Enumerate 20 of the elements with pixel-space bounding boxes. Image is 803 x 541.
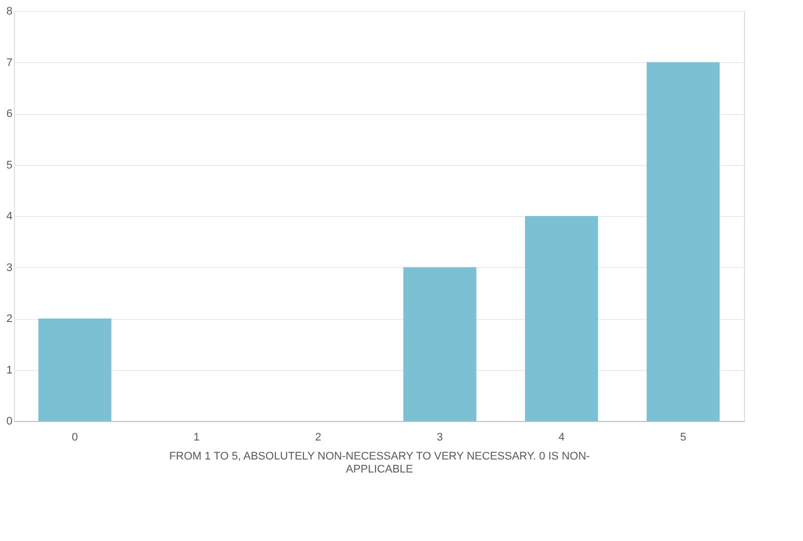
y-tick-label: 8	[6, 6, 12, 18]
x-tick-label: 0	[72, 432, 78, 444]
y-tick-label: 3	[6, 262, 12, 274]
y-tick-label: 1	[6, 364, 12, 376]
bar	[525, 216, 598, 421]
x-tick-label: 5	[680, 432, 686, 444]
y-tick-label: 2	[6, 313, 12, 325]
x-tick-label: 2	[315, 432, 322, 444]
y-tick-label: 6	[6, 108, 12, 120]
x-tick-label: 3	[436, 432, 443, 444]
y-tick-label: 0	[6, 416, 12, 428]
bar	[646, 62, 720, 421]
y-tick-label: 4	[6, 210, 12, 222]
y-tick-label: 5	[6, 159, 12, 172]
x-tick-label: 4	[558, 432, 565, 444]
x-tick-label: 1	[193, 432, 200, 444]
x-axis-title: FROM 1 TO 5, ABSOLUTELY NON-NECESSARY TO VERY NECESSARY. 0 IS NON-APPLICABLE	[169, 450, 590, 476]
bar	[403, 267, 476, 421]
bar	[38, 318, 112, 421]
y-tick-label: 7	[6, 56, 12, 69]
